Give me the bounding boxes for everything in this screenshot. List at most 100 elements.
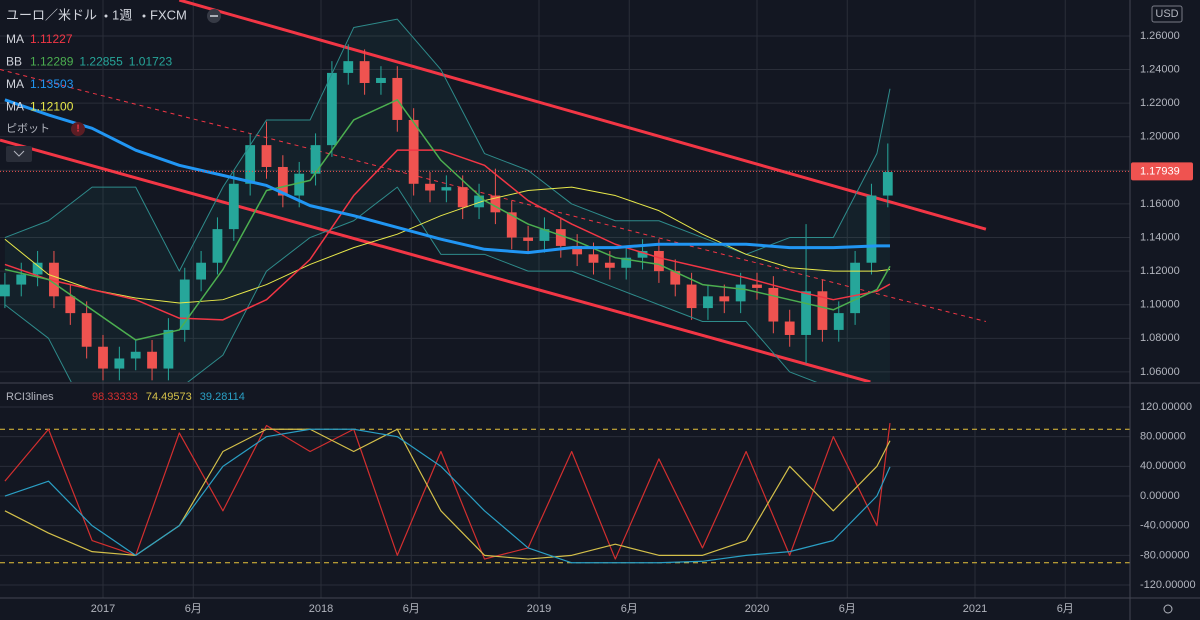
last-price-box	[1131, 162, 1193, 181]
candle-body	[752, 284, 762, 288]
y-tick-label: 1.14000	[1140, 231, 1180, 243]
candle-body	[490, 195, 501, 213]
candle-body	[604, 262, 615, 268]
candle-body	[817, 291, 828, 330]
candle-body	[703, 296, 713, 309]
candle-body	[506, 212, 517, 238]
pivot-warning-icon: !	[76, 124, 79, 135]
y-tick-label: 40.00000	[1140, 460, 1186, 472]
candle-body	[866, 195, 877, 263]
x-tick-label: 6月	[185, 603, 202, 615]
legend-value: 1.11227	[30, 32, 73, 46]
candle-body	[294, 173, 305, 196]
candle-body	[392, 77, 403, 120]
candle-body	[735, 284, 746, 302]
last-price-label: 1.17939	[1140, 165, 1180, 177]
candle-body	[16, 274, 27, 285]
candle-body	[245, 145, 256, 184]
bb-fill	[4, 19, 890, 382]
candle-body	[441, 187, 452, 191]
y-tick-label: -80.00000	[1140, 549, 1190, 561]
candle-body	[179, 279, 190, 330]
candle-body	[65, 296, 76, 314]
candle-body	[196, 262, 207, 280]
indicator-line	[4, 99, 891, 341]
candle-body	[98, 346, 108, 369]
candle-body	[850, 262, 861, 314]
x-tick-label: 2019	[527, 603, 551, 615]
legend-value: 1.22855	[79, 55, 123, 69]
candle-body	[326, 72, 337, 146]
indicator-line	[4, 186, 818, 382]
trend-line	[0, 69, 987, 323]
candle-body	[784, 321, 795, 335]
candle-body	[588, 254, 599, 263]
y-tick-label: 0.00000	[1140, 490, 1180, 502]
candle-body	[343, 61, 354, 73]
legend-name: MA	[6, 100, 24, 114]
x-tick-label: 6月	[839, 603, 856, 615]
candle-body	[425, 183, 435, 191]
y-tick-label: 1.12000	[1140, 265, 1180, 277]
candle-body	[686, 284, 697, 309]
settings-icon[interactable]	[1163, 604, 1173, 614]
overlay: ユーロ／米ドル 1週 FXCM ピボット ! USD RCI3lines 98.…	[6, 5, 1183, 614]
axes: 2017 6月 2018 6月 2019 6月 2020 6月 2021 6月 1.06000 1.0…	[91, 30, 1196, 615]
separator-dot	[104, 14, 108, 18]
legend-name: MA	[6, 32, 24, 46]
candle-body	[882, 172, 893, 196]
candle-body	[801, 291, 811, 335]
candle-body	[376, 77, 386, 83]
candle-body	[833, 313, 844, 330]
candle-body	[670, 271, 681, 285]
candle-body	[212, 229, 223, 263]
legend-value: 1.13503	[30, 77, 74, 91]
candle-body	[539, 229, 550, 241]
rci-line	[4, 428, 891, 564]
candle-body	[114, 358, 125, 369]
y-tick-label: 1.16000	[1140, 198, 1180, 210]
candle-body	[147, 351, 157, 369]
candle-body	[555, 229, 566, 246]
candle-body	[768, 287, 779, 322]
indicator-line	[4, 98, 890, 255]
candle-body	[408, 119, 419, 184]
pivot-label: ピボット	[6, 122, 50, 135]
candle-body	[359, 61, 370, 83]
candle-body	[228, 183, 239, 230]
candle-body	[653, 250, 664, 272]
expand-button[interactable]	[6, 146, 32, 162]
legend-value: 1.12100	[30, 100, 74, 114]
symbol: ユーロ／米ドル	[6, 7, 97, 22]
candle-body	[523, 237, 534, 241]
expand-icon	[13, 150, 25, 157]
x-tick-label: 6月	[403, 603, 420, 615]
x-tick-label: 2018	[309, 603, 333, 615]
y-tick-label: 1.26000	[1140, 30, 1180, 42]
candle-body	[474, 195, 484, 208]
candle-body	[457, 187, 468, 208]
candle-body	[0, 284, 10, 297]
y-tick-label: 80.00000	[1140, 431, 1186, 443]
pivot-warning[interactable]	[71, 122, 85, 136]
candle-body	[81, 313, 92, 347]
rci-legend-value: 98.33333	[92, 391, 138, 403]
rci-title: RCI3lines	[6, 391, 54, 403]
y-tick-label: 1.22000	[1140, 97, 1180, 109]
legend-name: BB	[6, 55, 22, 69]
candle-body	[637, 250, 648, 258]
candle-body	[163, 329, 174, 369]
trend-line	[178, 0, 987, 231]
x-tick-label: 2017	[91, 603, 115, 615]
indicator-line	[4, 149, 891, 321]
y-tick-label: 1.10000	[1140, 299, 1180, 311]
candle-body	[621, 257, 632, 268]
candle-body	[49, 262, 59, 297]
y-tick-label: 1.20000	[1140, 131, 1180, 143]
trend-line	[0, 138, 871, 382]
interval: 1週	[112, 7, 132, 22]
separator-dot	[142, 14, 146, 18]
y-tick-label: 1.08000	[1140, 332, 1180, 344]
candle-body	[719, 296, 730, 302]
